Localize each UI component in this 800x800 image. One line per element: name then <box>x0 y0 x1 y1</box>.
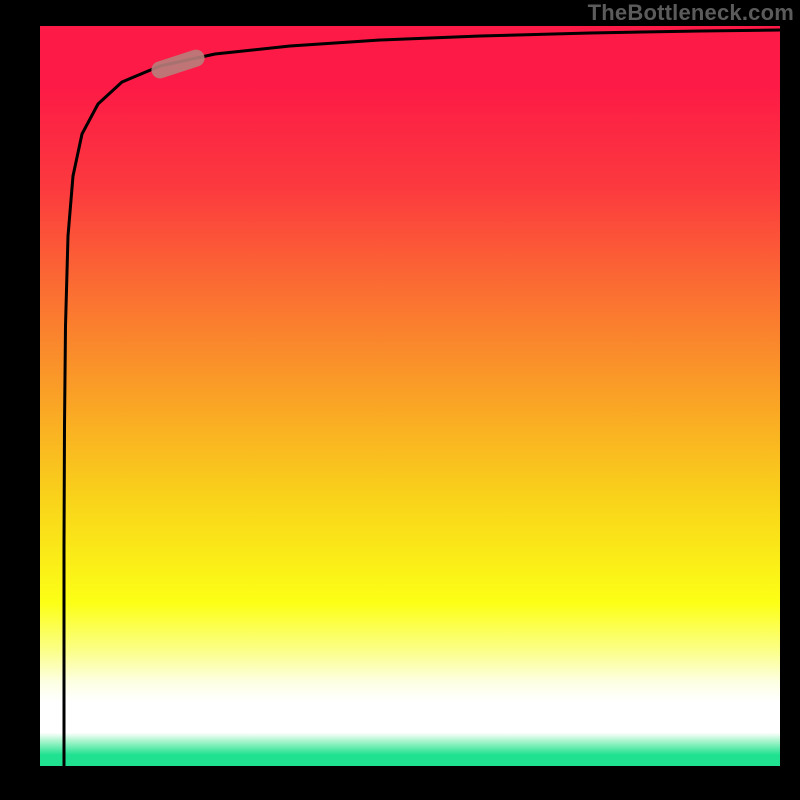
marker <box>150 48 206 80</box>
curve-path <box>64 30 780 766</box>
stage: TheBottleneck.com <box>0 0 800 800</box>
marker-capsule <box>150 48 206 80</box>
attribution-text: TheBottleneck.com <box>588 0 794 26</box>
curve-layer <box>40 26 780 766</box>
plot-area <box>40 26 780 766</box>
